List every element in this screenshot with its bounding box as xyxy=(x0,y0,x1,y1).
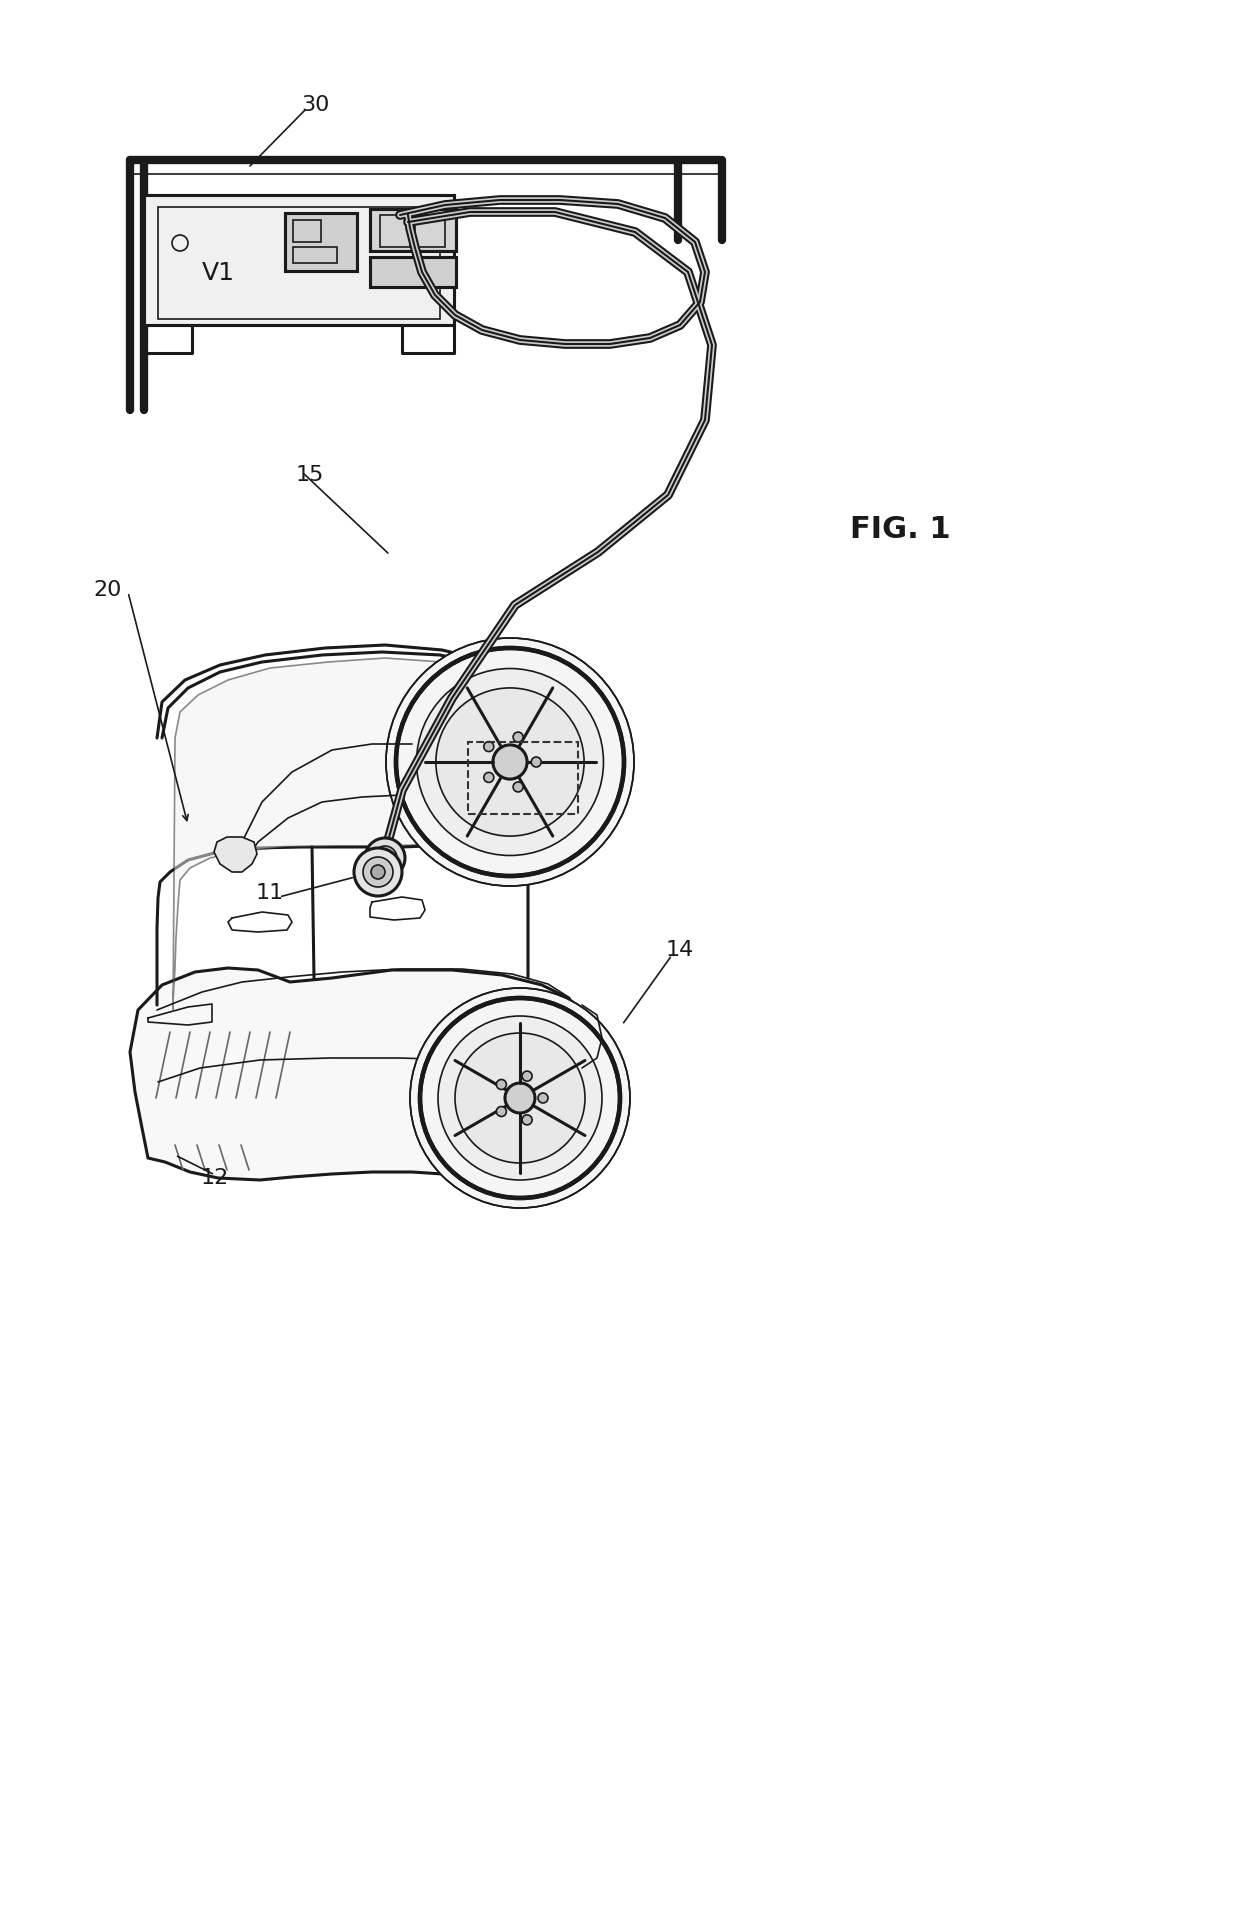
Bar xyxy=(293,247,337,262)
Text: 30: 30 xyxy=(301,95,329,116)
Text: 11: 11 xyxy=(255,884,284,903)
Circle shape xyxy=(353,847,402,896)
Text: V1: V1 xyxy=(202,261,236,286)
Text: 15: 15 xyxy=(296,465,324,484)
Circle shape xyxy=(538,1092,548,1104)
Circle shape xyxy=(371,865,384,878)
Polygon shape xyxy=(215,838,257,872)
Circle shape xyxy=(455,1033,585,1164)
Circle shape xyxy=(386,639,634,886)
Bar xyxy=(144,195,454,324)
Circle shape xyxy=(417,668,604,855)
Bar xyxy=(370,208,456,251)
Bar xyxy=(467,741,578,814)
Bar xyxy=(144,195,454,324)
Circle shape xyxy=(484,741,494,751)
Circle shape xyxy=(420,998,620,1199)
Text: 12: 12 xyxy=(201,1168,229,1189)
Text: 20: 20 xyxy=(94,581,123,600)
Text: 10: 10 xyxy=(510,768,536,787)
Circle shape xyxy=(496,1079,506,1089)
Circle shape xyxy=(436,687,584,836)
Bar xyxy=(370,257,456,288)
Text: 14: 14 xyxy=(666,940,694,959)
Circle shape xyxy=(522,1116,532,1125)
Circle shape xyxy=(513,782,523,791)
Bar xyxy=(370,257,456,288)
Circle shape xyxy=(531,757,541,766)
Circle shape xyxy=(365,838,405,878)
Circle shape xyxy=(396,648,624,876)
Bar xyxy=(415,214,445,247)
Bar xyxy=(370,208,456,251)
Circle shape xyxy=(492,745,527,780)
Circle shape xyxy=(363,857,393,888)
Polygon shape xyxy=(130,969,606,1181)
Circle shape xyxy=(410,988,630,1208)
Circle shape xyxy=(496,1106,506,1117)
Circle shape xyxy=(373,845,397,870)
Text: FIG. 1: FIG. 1 xyxy=(849,515,950,544)
Circle shape xyxy=(438,1015,601,1179)
Bar xyxy=(293,220,321,241)
Bar xyxy=(157,207,440,318)
Circle shape xyxy=(513,731,523,741)
Circle shape xyxy=(522,1071,532,1081)
Circle shape xyxy=(484,772,494,782)
Polygon shape xyxy=(174,658,560,1009)
Bar xyxy=(285,212,357,270)
Bar xyxy=(285,212,357,270)
Circle shape xyxy=(505,1083,534,1114)
Bar xyxy=(379,214,410,247)
